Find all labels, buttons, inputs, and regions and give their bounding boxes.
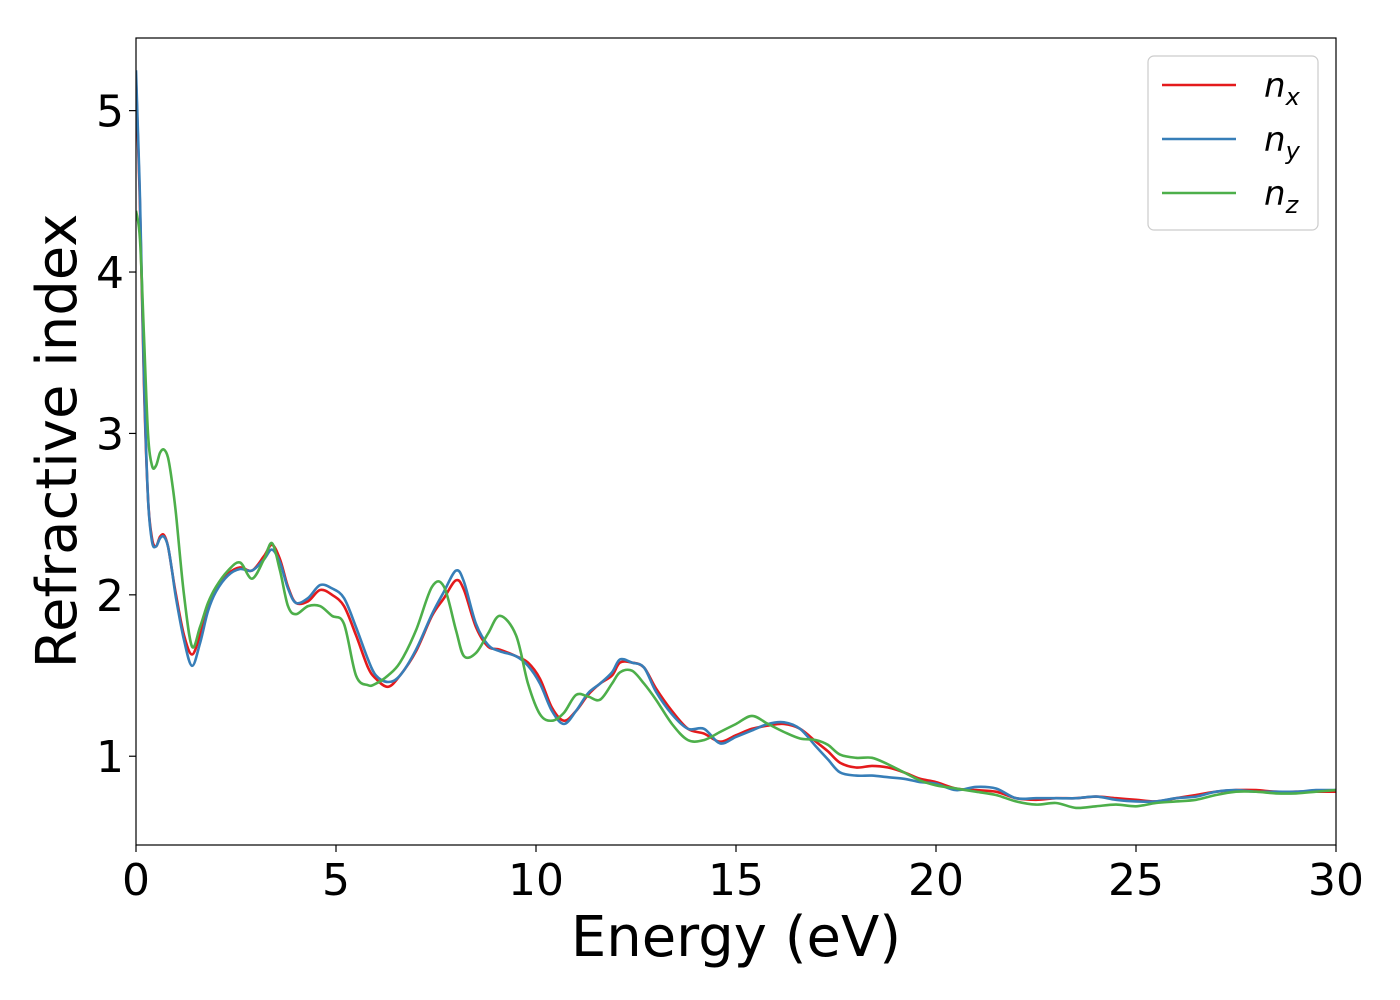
x-tick-label: 30: [1308, 855, 1364, 906]
x-tick-label: 10: [508, 855, 564, 906]
x-axis: 0 5 10 15 20 25 30: [122, 845, 1364, 906]
x-tick-label: 15: [708, 855, 764, 906]
y-tick-label: 5: [96, 87, 124, 138]
legend-label-z: nz: [1264, 174, 1300, 219]
legend-label-y: ny: [1264, 120, 1301, 165]
x-tick-label: 20: [908, 855, 964, 906]
series-line-z: [136, 210, 1336, 810]
y-tick-label: 1: [96, 732, 124, 783]
y-tick-label: 3: [96, 409, 124, 460]
legend-label-x: nx: [1264, 66, 1301, 111]
x-tick-label: 0: [122, 855, 150, 906]
y-axis: 1 2 3 4 5: [96, 87, 136, 783]
y-tick-label: 2: [96, 571, 124, 622]
legend-box: [1147, 55, 1319, 231]
series-layer: [136, 70, 1336, 810]
x-tick-label: 5: [322, 855, 350, 906]
y-axis-title: Refractive index: [25, 214, 90, 669]
legend: nx ny nz: [1147, 55, 1319, 231]
y-tick-label: 4: [96, 248, 124, 299]
x-axis-title: Energy (eV): [571, 905, 901, 970]
series-line-y: [136, 70, 1336, 804]
x-tick-label: 25: [1108, 855, 1164, 906]
